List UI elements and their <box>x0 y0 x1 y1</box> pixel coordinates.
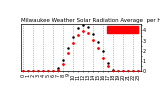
Text: Milwaukee Weather Solar Radiation Average  per Hour  (24 Hours): Milwaukee Weather Solar Radiation Averag… <box>21 18 160 23</box>
Bar <box>107 26 138 33</box>
